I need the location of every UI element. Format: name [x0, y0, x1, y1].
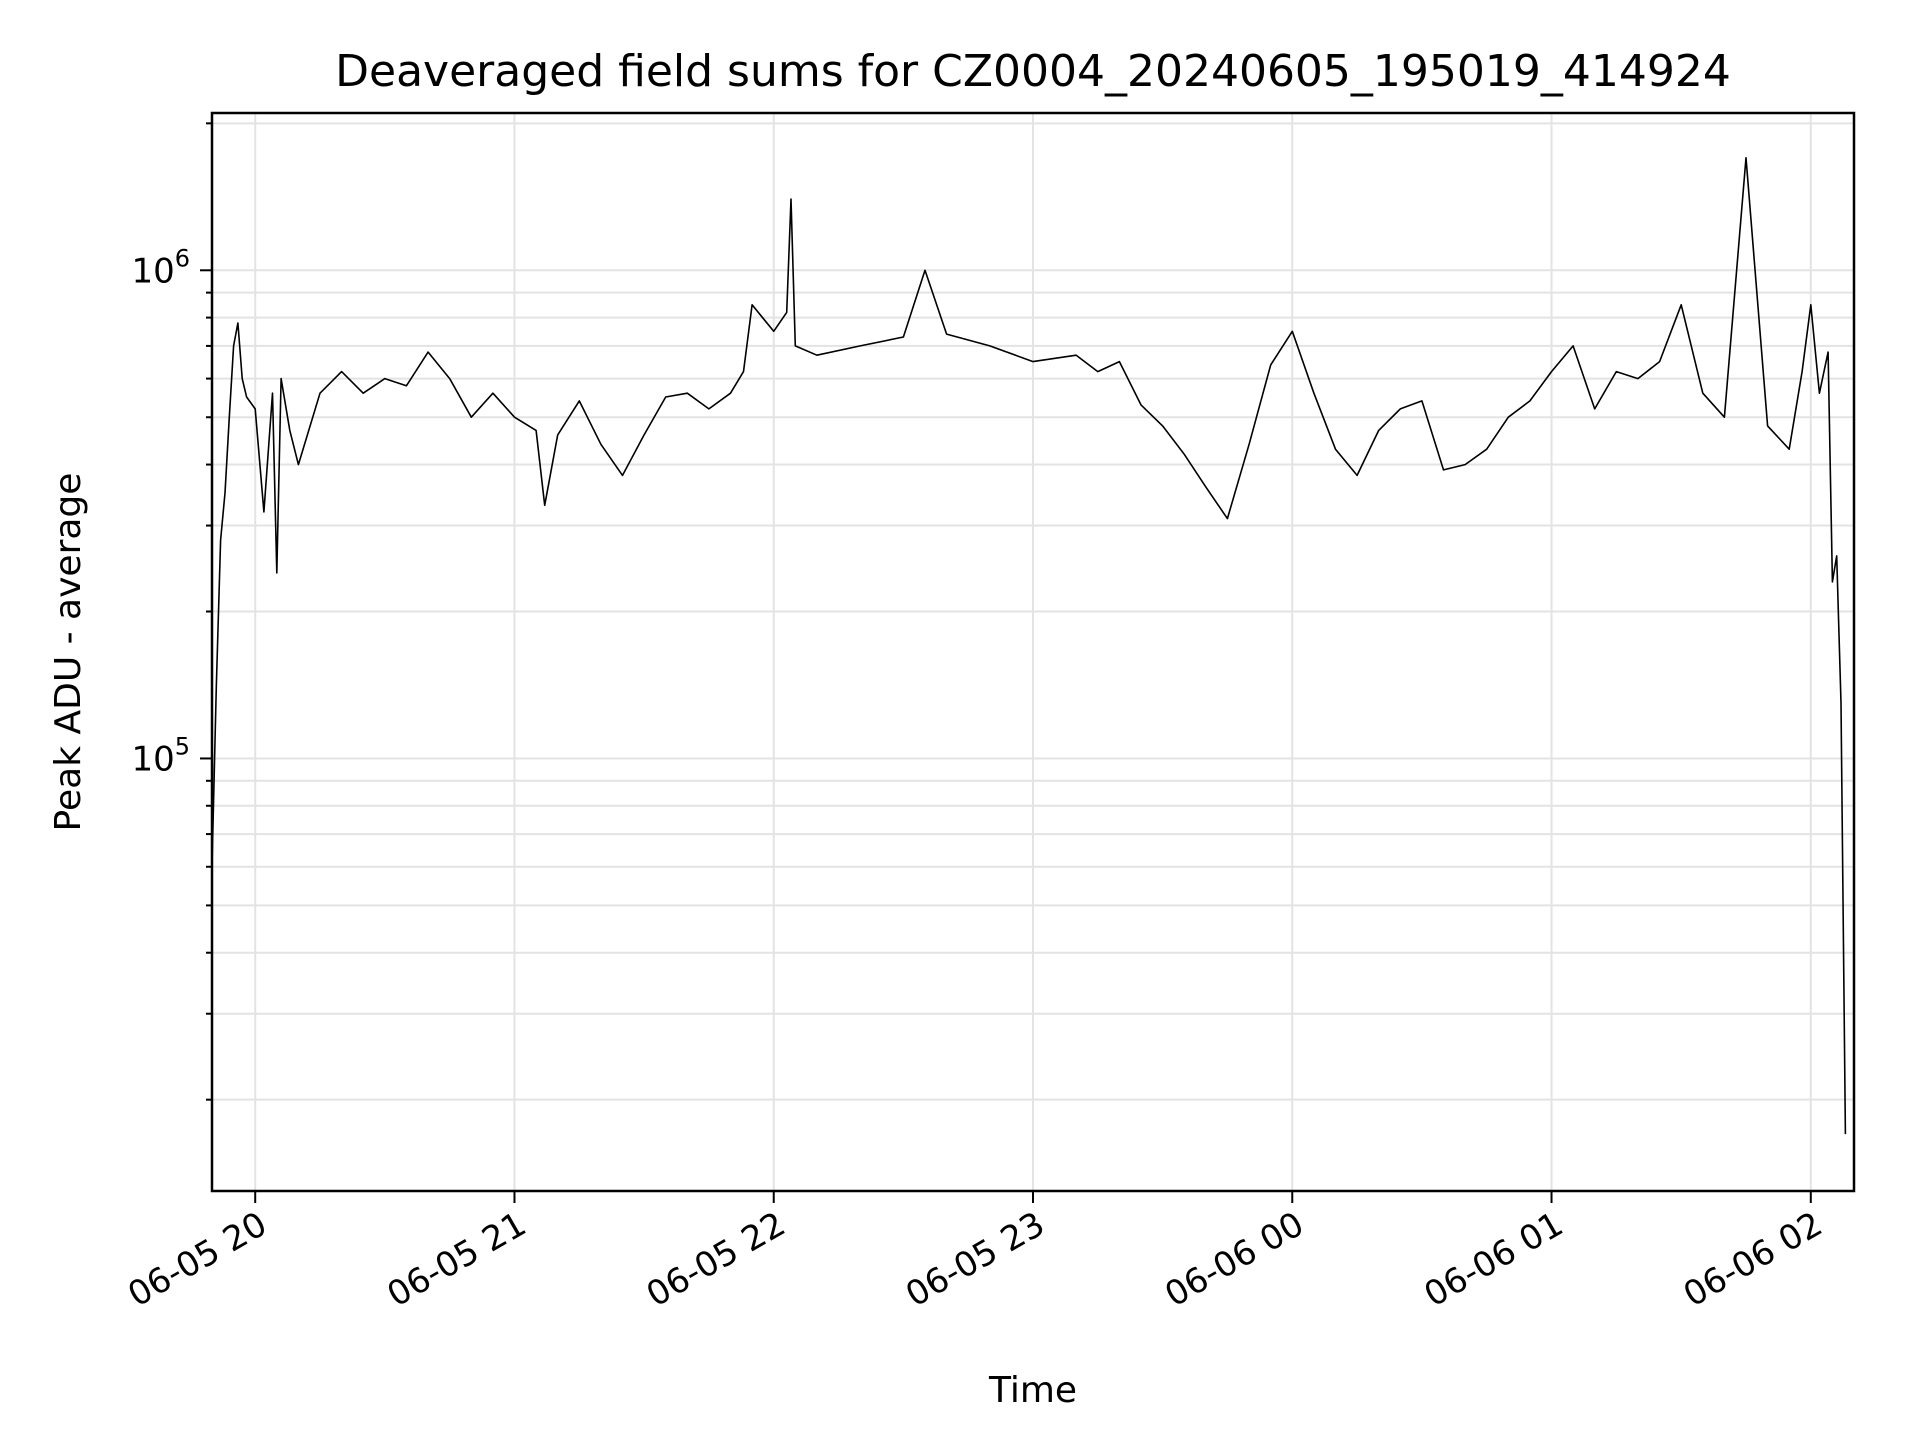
y-tick-label: 106 — [131, 244, 190, 291]
y-tick-base: 10 — [131, 251, 174, 291]
y-axis-label: Peak ADU - average — [48, 473, 89, 832]
chart-title: Deaveraged field sums for CZ0004_2024060… — [335, 46, 1731, 97]
y-tick-exponent: 6 — [175, 244, 190, 272]
y-tick-base: 10 — [131, 739, 174, 779]
grid — [212, 113, 1854, 1191]
y-tick-label: 105 — [131, 732, 190, 779]
plot-area — [212, 157, 1847, 1135]
y-tick-exponent: 5 — [175, 732, 190, 760]
x-axis-label: Time — [988, 1370, 1077, 1411]
series-line — [212, 157, 1847, 1135]
